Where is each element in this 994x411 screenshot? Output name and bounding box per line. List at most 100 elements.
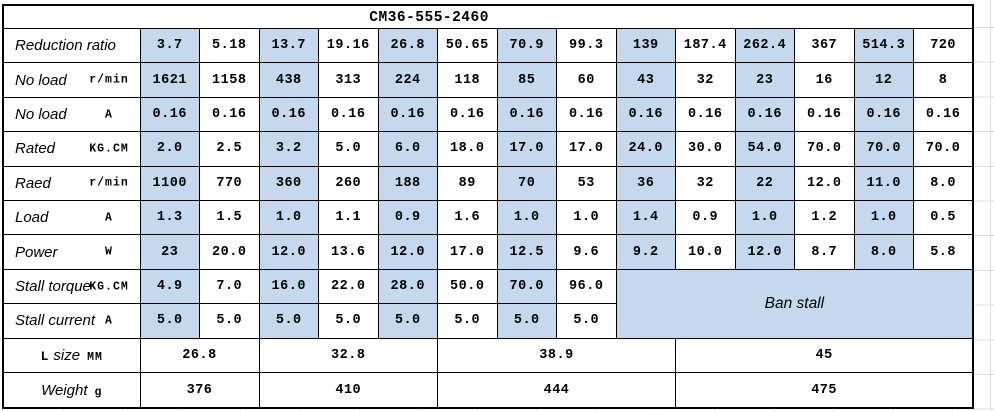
merged-value-cell[interactable]: 45 [675,337,974,374]
value-cell[interactable]: 30.0 [675,131,736,167]
value-cell[interactable]: 0.5 [913,200,974,236]
row-label-cell-reduction-ratio[interactable]: Reduction ratio [2,27,141,64]
value-cell[interactable]: 5.0 [556,303,617,339]
row-label-cell-stall-torque[interactable]: Stall torque KG.CM [2,268,141,305]
value-cell[interactable]: 0.16 [199,96,260,133]
value-cell[interactable]: 5.0 [199,303,260,339]
value-cell[interactable]: 2.5 [199,131,260,167]
value-cell[interactable]: 11.0 [853,165,914,202]
value-cell[interactable]: 13.6 [318,234,379,270]
value-cell[interactable]: 0.16 [318,96,379,133]
value-cell[interactable]: 19.16 [318,27,379,64]
value-cell[interactable]: 4.9 [139,268,200,305]
value-cell[interactable]: 1621 [139,62,200,98]
value-cell[interactable]: 7.0 [199,268,260,305]
value-cell[interactable]: 26.8 [377,27,438,64]
value-cell[interactable]: 360 [258,165,319,202]
value-cell[interactable]: 70.9 [496,27,557,64]
value-cell[interactable]: 12.0 [258,234,319,270]
value-cell[interactable]: 187.4 [675,27,736,64]
value-cell[interactable]: 0.16 [139,96,200,133]
value-cell[interactable]: 0.16 [258,96,319,133]
row-label-cell-load-current[interactable]: Load A [2,200,141,236]
value-cell[interactable]: 313 [318,62,379,98]
value-cell[interactable]: 0.16 [556,96,617,133]
value-cell[interactable]: 70.0 [853,131,914,167]
value-cell[interactable]: 22.0 [318,268,379,305]
value-cell[interactable]: 1.2 [794,200,855,236]
value-cell[interactable]: 70 [496,165,557,202]
value-cell[interactable]: 5.18 [199,27,260,64]
value-cell[interactable]: 1.0 [734,200,795,236]
row-label-cell-rated-torque[interactable]: Rated KG.CM [2,131,141,167]
value-cell[interactable]: 5.0 [496,303,557,339]
value-cell[interactable]: 13.7 [258,27,319,64]
value-cell[interactable]: 18.0 [437,131,498,167]
merged-value-cell[interactable]: 32.8 [258,337,438,374]
value-cell[interactable]: 6.0 [377,131,438,167]
merged-value-cell[interactable]: 475 [675,372,974,409]
value-cell[interactable]: 5.8 [913,234,974,270]
value-cell[interactable]: 770 [199,165,260,202]
row-label-cell-rated-speed[interactable]: Raed r/min [2,165,141,202]
value-cell[interactable]: 50.65 [437,27,498,64]
value-cell[interactable]: 50.0 [437,268,498,305]
value-cell[interactable]: 5.0 [318,131,379,167]
value-cell[interactable]: 22 [734,165,795,202]
value-cell[interactable]: 36 [615,165,676,202]
value-cell[interactable]: 0.16 [675,96,736,133]
value-cell[interactable]: 32 [675,62,736,98]
value-cell[interactable]: 1100 [139,165,200,202]
value-cell[interactable]: 5.0 [139,303,200,339]
value-cell[interactable]: 0.16 [377,96,438,133]
value-cell[interactable]: 5.0 [258,303,319,339]
value-cell[interactable]: 8.0 [913,165,974,202]
value-cell[interactable]: 85 [496,62,557,98]
value-cell[interactable]: 367 [794,27,855,64]
value-cell[interactable]: 70.0 [496,268,557,305]
value-cell[interactable]: 5.0 [437,303,498,339]
value-cell[interactable]: 139 [615,27,676,64]
value-cell[interactable]: 188 [377,165,438,202]
merged-value-cell[interactable]: 410 [258,372,438,409]
value-cell[interactable]: 12.0 [377,234,438,270]
value-cell[interactable]: 17.0 [556,131,617,167]
value-cell[interactable]: 43 [615,62,676,98]
value-cell[interactable]: 224 [377,62,438,98]
title-cell[interactable]: CM36-555-2460 [2,4,974,29]
value-cell[interactable]: 16.0 [258,268,319,305]
value-cell[interactable]: 70.0 [913,131,974,167]
value-cell[interactable]: 0.16 [496,96,557,133]
value-cell[interactable]: 9.6 [556,234,617,270]
value-cell[interactable]: 514.3 [853,27,914,64]
value-cell[interactable]: 0.16 [794,96,855,133]
value-cell[interactable]: 60 [556,62,617,98]
value-cell[interactable]: 54.0 [734,131,795,167]
row-label-cell-no-load-current[interactable]: No load A [2,96,141,133]
value-cell[interactable]: 1.0 [496,200,557,236]
value-cell[interactable]: 0.9 [377,200,438,236]
row-label-cell-stall-current[interactable]: Stall current A [2,303,141,339]
value-cell[interactable]: 9.2 [615,234,676,270]
value-cell[interactable]: 12.0 [734,234,795,270]
merged-value-cell[interactable]: 444 [437,372,676,409]
value-cell[interactable]: 8.7 [794,234,855,270]
value-cell[interactable]: 70.0 [794,131,855,167]
value-cell[interactable]: 1.0 [258,200,319,236]
value-cell[interactable]: 28.0 [377,268,438,305]
value-cell[interactable]: 12.0 [794,165,855,202]
ban-stall-cell[interactable]: Ban stall [615,268,974,339]
value-cell[interactable]: 8.0 [853,234,914,270]
value-cell[interactable]: 96.0 [556,268,617,305]
value-cell[interactable]: 438 [258,62,319,98]
value-cell[interactable]: 12.5 [496,234,557,270]
row-label-cell-weight[interactable]: Weight g [2,372,141,409]
value-cell[interactable]: 89 [437,165,498,202]
value-cell[interactable]: 10.0 [675,234,736,270]
value-cell[interactable]: 1158 [199,62,260,98]
value-cell[interactable]: 5.0 [318,303,379,339]
merged-value-cell[interactable]: 26.8 [139,337,260,374]
value-cell[interactable]: 24.0 [615,131,676,167]
value-cell[interactable]: 1.6 [437,200,498,236]
